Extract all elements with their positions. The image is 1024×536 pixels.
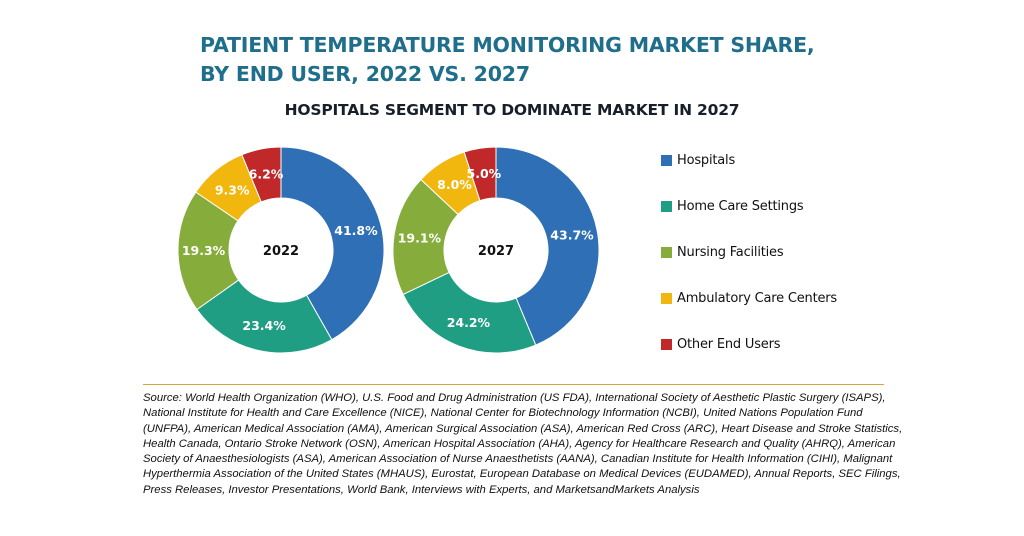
donut-2022-label-ambulatory: 9.3%	[215, 182, 250, 197]
legend-label-hospitals: Hospitals	[677, 152, 736, 168]
donut-2022-slice-home-care	[196, 279, 333, 354]
donut-2022-label-nursing: 19.3%	[182, 243, 226, 258]
legend-item-nursing: Nursing Facilities	[661, 242, 784, 262]
legend-item-hospitals: Hospitals	[661, 150, 735, 170]
legend-swatch-hospitals	[661, 154, 672, 166]
legend-swatch-nursing	[661, 246, 672, 258]
donut-2022-slice-hospitals	[280, 146, 385, 341]
donut-2027-label-hospitals: 43.7%	[550, 227, 594, 242]
donut-charts: 41.8% 23.4% 19.3% 9.3%6.2% 2022 43.7% 24.2% 19.…	[177, 146, 600, 354]
legend-label-home-care: Home Care Settings	[677, 198, 804, 214]
legend-label-nursing: Nursing Facilities	[677, 244, 784, 260]
legend-swatch-home-care	[661, 200, 672, 212]
donut-2022-label-other: 6.2%	[249, 166, 284, 181]
source-divider	[143, 384, 884, 385]
donut-2027-slice-other	[463, 146, 497, 202]
legend-item-home-care: Home Care Settings	[661, 196, 804, 216]
source-note: Source: World Health Organization (WHO),…	[143, 392, 903, 496]
chart-title-line-1: PATIENT TEMPERATURE MONITORING MARKET SH…	[200, 33, 815, 57]
donut-2022-slice-other	[241, 146, 282, 203]
legend-label-other: Other End Users	[677, 336, 781, 352]
legend-item-other: Other End Users	[661, 334, 780, 354]
donut-2022-label-home-care: 23.4%	[242, 318, 286, 333]
donut-2027-label-nursing: 19.1%	[398, 231, 442, 246]
donut-2027-label-home-care: 24.2%	[447, 315, 491, 330]
legend-item-ambulatory: Ambulatory Care Centers	[661, 288, 837, 308]
chart-title-line-2: BY END USER, 2022 VS. 2027	[200, 62, 530, 86]
chart-subtitle: HOSPITALS SEGMENT TO DOMINATE MARKET IN …	[284, 101, 740, 119]
legend-label-ambulatory: Ambulatory Care Centers	[677, 290, 838, 306]
donut-2027-label-other: 5.0%	[467, 166, 502, 181]
donut-2022-center-label: 2022	[263, 244, 299, 259]
legend-swatch-other	[661, 338, 672, 350]
donut-2027-slice-hospitals	[495, 146, 600, 346]
donut-2027-center-label: 2027	[478, 244, 514, 259]
chart-title: PATIENT TEMPERATURE MONITORING MARKET SH…	[200, 31, 900, 89]
donut-2027-label-ambulatory: 8.0%	[437, 177, 472, 192]
legend-swatch-ambulatory	[661, 292, 672, 304]
donut-2022-label-hospitals: 41.8%	[334, 223, 378, 238]
donut-2027-slice-home-care	[402, 271, 537, 354]
